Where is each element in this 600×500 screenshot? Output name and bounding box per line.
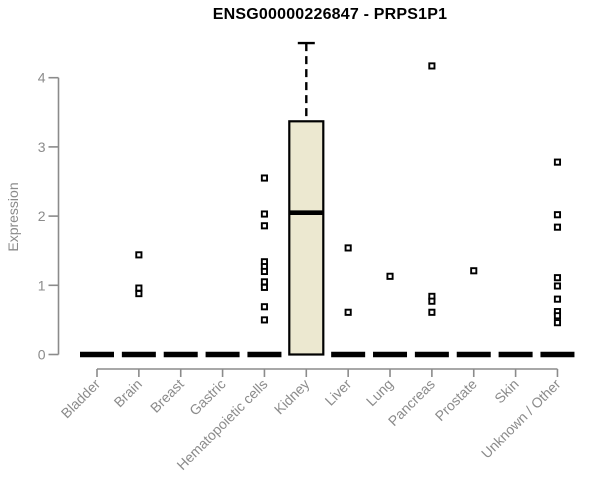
outlier-point [260, 316, 268, 324]
outlier-point [260, 283, 268, 291]
y-tick-label: 1 [38, 277, 46, 293]
collapsed-box [373, 351, 408, 358]
outlier-point [428, 297, 436, 305]
chart-title: ENSG00000226847 - PRPS1P1 [212, 6, 448, 23]
outlier-point [344, 244, 352, 252]
y-tick-label: 4 [38, 70, 46, 86]
collapsed-box [456, 351, 491, 358]
collapsed-box [80, 351, 114, 358]
outlier-point [428, 308, 436, 316]
outlier-point [260, 222, 268, 230]
outlier-point [135, 251, 143, 259]
outlier-point [260, 303, 268, 311]
x-category-label: Lung [363, 376, 396, 409]
collapsed-box [163, 351, 198, 358]
outlier-point [553, 211, 562, 219]
collapsed-box [121, 351, 156, 358]
collapsed-box [331, 351, 366, 358]
x-category-label: Liver [322, 376, 355, 409]
outlier-point [553, 223, 562, 231]
outlier-point [553, 282, 562, 290]
outlier-point [553, 274, 562, 282]
x-category-label: Brain [111, 376, 145, 410]
outlier-point [553, 312, 562, 320]
outlier-point [553, 295, 562, 303]
outlier-point [260, 174, 268, 182]
x-category-label: Pancreas [385, 376, 438, 429]
collapsed-box [498, 351, 533, 358]
collapsed-box [205, 351, 240, 358]
y-tick-label: 3 [38, 139, 46, 155]
x-category-label: Kidney [271, 376, 313, 418]
x-category-label: Breast [147, 376, 187, 416]
outlier-point [344, 308, 352, 316]
collapsed-box [247, 351, 282, 358]
outlier-point [553, 158, 562, 166]
outlier-point [553, 319, 562, 327]
y-tick-label: 0 [38, 347, 46, 363]
outlier-point [135, 290, 143, 298]
x-category-label: Unknown / Other [478, 376, 564, 462]
outlier-point [260, 267, 268, 276]
outlier-point [428, 62, 436, 70]
x-category-label: Prostate [432, 376, 480, 424]
collapsed-box [540, 351, 575, 358]
x-category-label: Bladder [58, 376, 104, 422]
outlier-point [135, 284, 143, 292]
collapsed-box [414, 351, 449, 358]
y-tick-label: 2 [38, 208, 46, 224]
outlier-point [260, 278, 268, 286]
x-category-label: Skin [491, 376, 522, 407]
outlier-point [260, 210, 268, 218]
outlier-point [386, 272, 394, 280]
outlier-point [470, 267, 478, 275]
box [288, 120, 325, 356]
